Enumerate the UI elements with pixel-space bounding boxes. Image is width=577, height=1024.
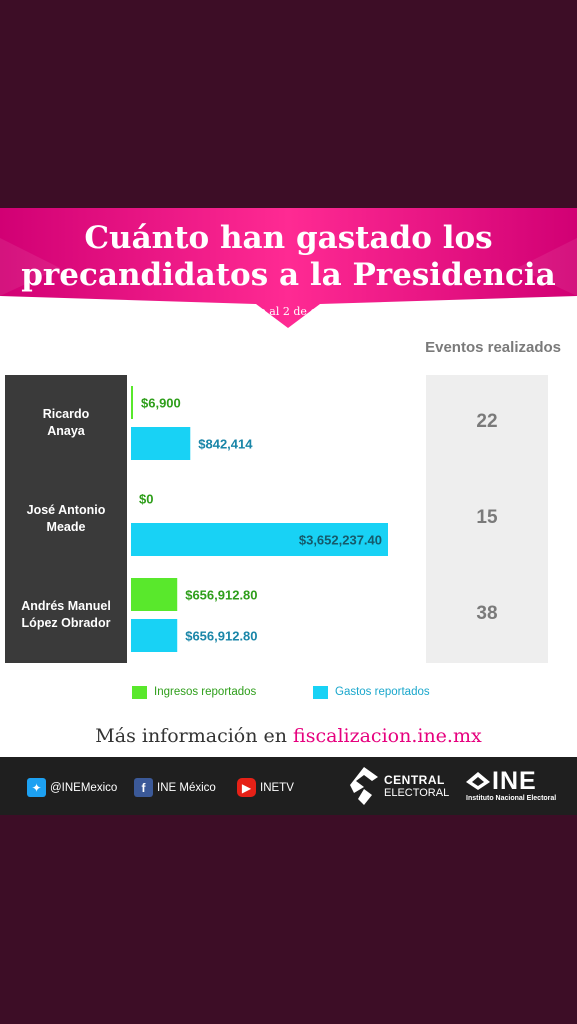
title-line-1: Cuánto han gastado los: [84, 220, 493, 256]
label-gastos: $656,912.80: [185, 629, 257, 644]
ine-logo-icon: [466, 772, 490, 790]
legend-swatch-ingresos: [132, 685, 147, 699]
title-line-2: precandidatos a la Presidencia: [21, 257, 556, 293]
legend-ingresos: Ingresos reportados: [132, 684, 256, 700]
youtube-handle: INETV: [260, 781, 294, 794]
legend-label-ingresos: Ingresos reportados: [154, 686, 257, 698]
more-info: Más información en fiscalizacion.ine.mx: [0, 725, 577, 747]
label-ingresos: $0: [139, 492, 153, 507]
central-line-2: ELECTORAL: [384, 786, 450, 799]
ine-logo: INE Instituto Nacional Electoral: [466, 769, 570, 802]
candidates-column: Ricardo Anaya José Antonio Meade Andrés Ma…: [5, 375, 127, 663]
central-electoral-logo: CENTRAL ELECTORAL: [350, 767, 449, 805]
legend-swatch-gastos: [313, 685, 328, 699]
events-column: 22 15 38: [426, 375, 548, 663]
events-header: Eventos realizados: [425, 339, 561, 356]
label-gastos: $842,414: [198, 437, 253, 452]
label-ingresos: $6,900: [141, 396, 181, 411]
bar-gastos: [131, 427, 191, 460]
youtube-link[interactable]: ▶ INETV: [237, 778, 294, 797]
infographic-card: Cuánto han gastado los precandidatos a l…: [0, 208, 577, 815]
bar-ingresos: [131, 578, 178, 611]
central-line-1: CENTRAL: [384, 772, 445, 787]
twitter-handle: @INEMexico: [50, 781, 118, 794]
more-info-text: Más información en: [95, 725, 294, 747]
bar-gastos: [131, 523, 388, 556]
candidate-name: Ricardo Anaya: [42, 407, 90, 438]
more-info-link[interactable]: fiscalizacion.ine.mx: [293, 725, 482, 747]
label-ingresos: $656,912.80: [185, 588, 257, 603]
legend-label-gastos: Gastos reportados: [335, 686, 430, 698]
legend-gastos: Gastos reportados: [313, 684, 430, 700]
facebook-icon: f: [134, 778, 153, 797]
candidate-name: Andrés Manuel López Obrador: [21, 599, 111, 630]
central-electoral-icon: [350, 767, 378, 805]
bar-chart: $6,900 $842,414 $0 $3,652,237.40 $656,912.80…: [131, 386, 388, 652]
banner-shape: [0, 208, 577, 328]
footer: ✦ @INEMexico f INE México ▶ INETV CENTRA…: [0, 757, 577, 815]
facebook-handle: INE México: [157, 781, 216, 794]
label-gastos: $3,652,237.40: [299, 533, 382, 548]
bar-ingresos: [131, 386, 133, 419]
chart-title: Cuánto han gastado los precandidatos a l…: [0, 220, 577, 294]
events-count: 15: [476, 507, 498, 528]
events-count: 22: [476, 411, 498, 432]
ine-logo-text: INE: [492, 767, 537, 795]
facebook-link[interactable]: f INE México: [134, 778, 216, 797]
chart-subtitle: Corte al 2 de enero: [234, 305, 343, 318]
twitter-icon: ✦: [27, 778, 46, 797]
twitter-link[interactable]: ✦ @INEMexico: [27, 778, 117, 797]
title-banner: Cuánto han gastado los precandidatos a l…: [0, 208, 577, 330]
events-count: 38: [476, 603, 498, 624]
candidate-name: José Antonio Meade: [26, 503, 106, 534]
bar-gastos: [131, 619, 178, 652]
ine-full-name: Instituto Nacional Electoral: [466, 795, 557, 802]
youtube-icon: ▶: [237, 778, 256, 797]
